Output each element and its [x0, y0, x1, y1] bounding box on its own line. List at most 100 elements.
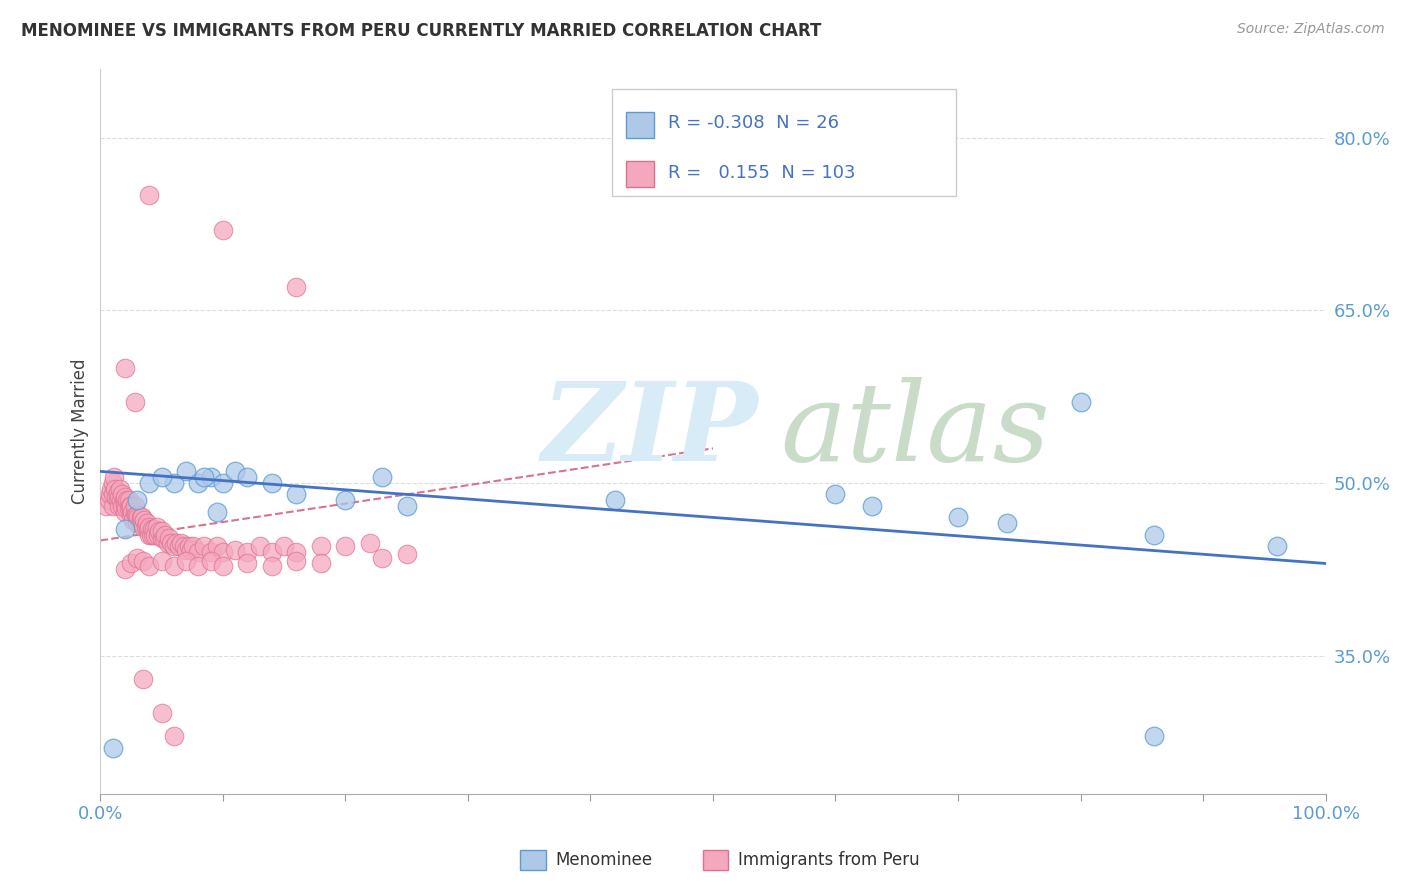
Point — [105, 490, 128, 504]
Point — [167, 539, 190, 553]
Point — [145, 527, 167, 541]
Point — [212, 222, 235, 236]
Point — [165, 535, 187, 549]
Point — [395, 547, 418, 561]
Text: R =   0.155  N = 103: R = 0.155 N = 103 — [668, 164, 855, 182]
Point — [200, 545, 222, 559]
Point — [107, 499, 129, 513]
Point — [395, 499, 418, 513]
Point — [132, 519, 155, 533]
Point — [115, 501, 138, 516]
Point — [138, 527, 160, 541]
Point — [1265, 539, 1288, 553]
Text: MENOMINEE VS IMMIGRANTS FROM PERU CURRENTLY MARRIED CORRELATION CHART: MENOMINEE VS IMMIGRANTS FROM PERU CURREN… — [21, 22, 821, 40]
Point — [371, 470, 394, 484]
Point — [145, 519, 167, 533]
Point — [187, 475, 209, 490]
Point — [124, 499, 146, 513]
Point — [156, 535, 179, 549]
Point — [335, 493, 357, 508]
Point — [118, 499, 141, 513]
Point — [260, 475, 283, 490]
Point — [285, 554, 308, 568]
Point — [1143, 729, 1166, 743]
Point — [603, 493, 626, 508]
Y-axis label: Currently Married: Currently Married — [72, 359, 89, 504]
Point — [285, 545, 308, 559]
Point — [127, 550, 149, 565]
Text: ZIP: ZIP — [541, 377, 758, 485]
Point — [187, 545, 209, 559]
Point — [122, 513, 145, 527]
Point — [183, 539, 205, 553]
Point — [104, 482, 127, 496]
Point — [200, 470, 222, 484]
Text: Immigrants from Peru: Immigrants from Peru — [738, 851, 920, 869]
Point — [114, 360, 136, 375]
Point — [236, 557, 259, 571]
Point — [124, 395, 146, 409]
Point — [157, 531, 180, 545]
Point — [148, 524, 170, 539]
Point — [127, 516, 149, 531]
Point — [143, 522, 166, 536]
Point — [371, 550, 394, 565]
Text: Menominee: Menominee — [555, 851, 652, 869]
Point — [187, 558, 209, 573]
Point — [135, 519, 157, 533]
Point — [97, 493, 120, 508]
Point — [111, 487, 134, 501]
Point — [160, 535, 183, 549]
Point — [103, 470, 125, 484]
Point — [200, 554, 222, 568]
Point — [127, 510, 149, 524]
Point — [163, 729, 186, 743]
Point — [224, 542, 246, 557]
Point — [180, 542, 202, 557]
Point — [121, 505, 143, 519]
Point — [120, 499, 142, 513]
Point — [359, 535, 381, 549]
Point — [131, 510, 153, 524]
Point — [163, 475, 186, 490]
Point — [114, 490, 136, 504]
Point — [236, 470, 259, 484]
Point — [117, 493, 139, 508]
Point — [127, 493, 149, 508]
Point — [212, 545, 235, 559]
Point — [193, 539, 215, 553]
Point — [120, 508, 142, 522]
Point — [96, 499, 118, 513]
Point — [212, 475, 235, 490]
Text: Source: ZipAtlas.com: Source: ZipAtlas.com — [1237, 22, 1385, 37]
Point — [125, 508, 148, 522]
Point — [173, 539, 195, 553]
Point — [260, 558, 283, 573]
Point — [132, 672, 155, 686]
Point — [124, 505, 146, 519]
Point — [260, 545, 283, 559]
Point — [139, 527, 162, 541]
Point — [110, 493, 132, 508]
Point — [107, 485, 129, 500]
Point — [101, 487, 124, 501]
Point — [174, 554, 197, 568]
Point — [946, 510, 969, 524]
Point — [824, 487, 846, 501]
Point — [127, 508, 149, 522]
Point — [100, 482, 122, 496]
Point — [995, 516, 1018, 531]
Point — [205, 505, 228, 519]
Point — [112, 493, 135, 508]
Point — [135, 516, 157, 531]
Text: atlas: atlas — [780, 377, 1050, 485]
Point — [101, 475, 124, 490]
Point — [138, 558, 160, 573]
Point — [150, 470, 173, 484]
Point — [150, 531, 173, 545]
Point — [142, 527, 165, 541]
Point — [224, 464, 246, 478]
Point — [177, 539, 200, 553]
Point — [129, 510, 152, 524]
Point — [150, 554, 173, 568]
